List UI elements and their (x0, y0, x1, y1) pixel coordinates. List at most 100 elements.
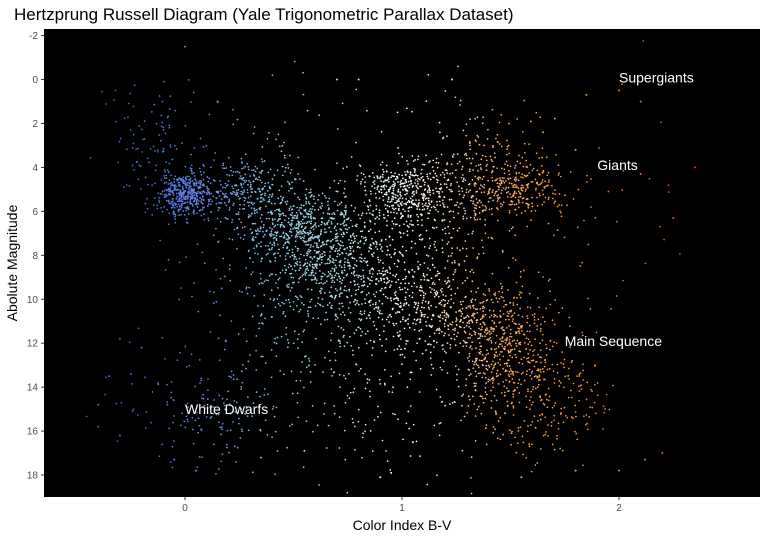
star-point (339, 259, 342, 262)
star-point (500, 392, 503, 394)
star-point (408, 282, 410, 285)
star-point (167, 258, 170, 261)
star-point (541, 189, 544, 192)
star-point (105, 376, 107, 379)
star-point (369, 317, 371, 320)
star-point (490, 347, 493, 350)
star-point (299, 261, 301, 264)
star-point (305, 271, 308, 274)
star-point (343, 187, 346, 190)
star-point (519, 343, 522, 346)
star-point (302, 204, 305, 207)
star-point (337, 252, 339, 255)
star-point (472, 247, 475, 249)
star-point (373, 419, 376, 421)
star-point (317, 317, 320, 320)
star-point (361, 284, 363, 287)
star-point (515, 214, 518, 216)
star-point (464, 209, 466, 212)
star-point (587, 297, 589, 300)
star-point (333, 244, 335, 247)
star-point (416, 208, 418, 210)
star-point (313, 249, 316, 252)
star-point (174, 109, 177, 112)
star-point (441, 368, 443, 371)
star-point (518, 401, 521, 404)
star-point (410, 371, 413, 374)
star-point (559, 447, 562, 450)
annotation-label: Supergiants (619, 69, 694, 85)
star-point (439, 396, 442, 398)
star-point (582, 363, 584, 366)
star-point (279, 235, 281, 238)
star-point (451, 252, 453, 255)
star-point (295, 230, 298, 232)
star-point (552, 370, 555, 372)
star-point (527, 204, 530, 207)
star-point (369, 204, 372, 207)
star-point (398, 231, 401, 233)
star-point (421, 352, 424, 355)
star-point (276, 223, 279, 226)
star-point (339, 213, 342, 216)
star-point (277, 252, 279, 255)
star-point (274, 209, 276, 212)
star-point (474, 331, 477, 334)
star-point (167, 171, 170, 174)
star-point (290, 276, 293, 279)
star-point (180, 192, 182, 195)
star-point (478, 187, 481, 190)
star-point (469, 168, 471, 171)
star-point (513, 339, 516, 342)
star-point (369, 220, 372, 223)
star-point (154, 150, 156, 152)
star-point (518, 172, 520, 174)
star-point (434, 291, 437, 294)
star-point (170, 174, 173, 177)
star-point (258, 282, 261, 285)
star-point (189, 181, 192, 183)
star-point (501, 345, 504, 348)
star-point (305, 420, 308, 423)
star-point (471, 360, 474, 363)
star-point (264, 192, 266, 195)
star-point (260, 220, 263, 223)
star-point (137, 327, 140, 330)
star-point (425, 320, 427, 323)
star-point (510, 227, 513, 230)
star-point (212, 234, 215, 237)
star-point (350, 345, 352, 347)
star-point (308, 210, 310, 212)
star-point (420, 286, 423, 289)
star-point (353, 387, 356, 390)
star-point (234, 193, 237, 196)
star-point (484, 209, 487, 211)
star-point (127, 116, 129, 119)
star-point (378, 300, 381, 302)
star-point (270, 195, 273, 198)
star-point (475, 213, 477, 216)
star-point (413, 318, 416, 321)
star-point (524, 151, 526, 154)
star-point (399, 302, 402, 304)
star-point (506, 337, 508, 339)
star-point (255, 349, 257, 352)
star-point (474, 415, 477, 417)
star-point (554, 402, 557, 404)
star-point (268, 217, 270, 220)
star-point (543, 320, 546, 323)
star-point (383, 193, 386, 196)
star-point (464, 212, 466, 215)
star-point (464, 240, 467, 242)
star-point (484, 335, 486, 338)
star-point (391, 185, 393, 187)
star-point (381, 318, 384, 321)
star-point (417, 203, 420, 205)
star-point (388, 253, 391, 256)
star-point (373, 187, 376, 189)
star-point (348, 264, 351, 267)
star-point (473, 185, 476, 187)
star-point (171, 466, 174, 469)
star-point (279, 223, 282, 226)
star-point (153, 103, 156, 106)
